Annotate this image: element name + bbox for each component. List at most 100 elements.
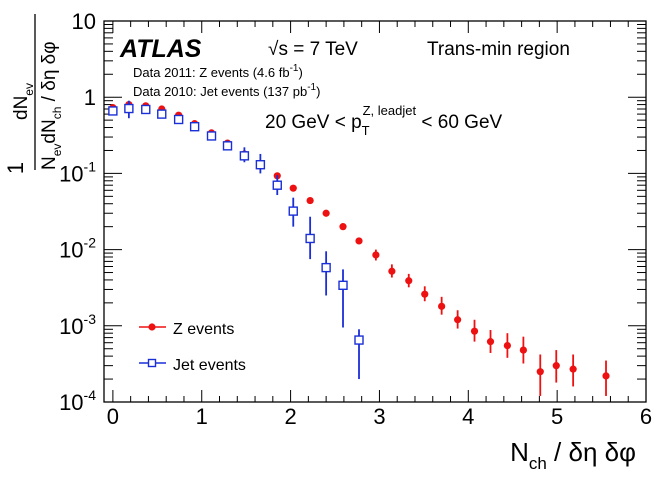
jet-event-point (305, 233, 315, 244)
cut-label-right: < 60 GeV (416, 112, 502, 133)
cut-label: 20 GeV < pT Z, leadjet < 60 GeV (265, 103, 503, 138)
x-axis-label-rest: / δη δφ (547, 437, 636, 467)
data-line-z-text: Data 2011: Z events (4.6 fb (133, 65, 290, 80)
legend: Z events Jet events (139, 321, 246, 374)
region-label: Trans-min region (427, 39, 570, 60)
x-tick-label: 3 (373, 404, 385, 429)
y-axis-label: 1 dNev NevdNch / δη δφ (3, 14, 64, 174)
y-tick-base: 10 (59, 314, 83, 339)
jet-event-point (108, 106, 118, 116)
x-tick-label: 5 (551, 404, 563, 429)
jet-event-point (255, 160, 266, 170)
y-tick-label: 1 (84, 85, 96, 110)
z-event-point (388, 267, 396, 275)
z-event-point (421, 290, 429, 298)
y-axis-denominator: NevdNch / δη δφ (39, 41, 64, 170)
y-tick-exponent: -1 (84, 158, 97, 174)
jet-event-point (141, 104, 151, 115)
y-axis-den-rest: / δη δφ (39, 41, 60, 106)
y-axis-den2-sub: ch (50, 107, 64, 120)
energy-label: √s = 7 TeV (268, 39, 358, 60)
x-axis-label-sub: ch (529, 454, 547, 473)
jet-event-point (124, 103, 134, 114)
z-event-point (454, 316, 462, 324)
legend-z-marker (148, 323, 156, 331)
jet-event-point (239, 151, 250, 161)
atlas-label: ATLAS (119, 35, 202, 63)
z-event-point (519, 346, 527, 354)
x-axis-label-main: N (510, 437, 529, 467)
y-axis-den1-sub: ev (50, 144, 64, 157)
jet-event-point (354, 335, 364, 345)
y-tick-exponent: -4 (84, 387, 97, 403)
x-tick-label: 6 (640, 404, 652, 429)
jet-event-point (272, 180, 282, 190)
data-line-jet: Data 2010: Jet events (137 pb-1) (133, 82, 320, 99)
jet-event-point (321, 262, 331, 273)
y-tick-base: 10 (72, 9, 96, 34)
x-axis-label: Nch / δη δφ (510, 437, 636, 473)
x-tick-label: 1 (196, 404, 208, 429)
energy-root-sign: √ (268, 39, 279, 60)
jet-event-point (189, 122, 200, 132)
y-tick-base: 10 (59, 161, 83, 186)
series-layer (108, 100, 610, 396)
data-line-jet-close: ) (316, 84, 320, 99)
y-axis-num: dN (11, 96, 32, 120)
y-tick-base: 10 (59, 238, 83, 263)
data-line-jet-sup: -1 (307, 82, 316, 93)
jet-event-point (338, 280, 348, 291)
z-event-point (602, 372, 610, 380)
legend-jet-label: Jet events (173, 357, 246, 374)
jet-event-point (288, 206, 298, 216)
cut-label-left: 20 GeV < p (265, 112, 362, 133)
jet-events-series (108, 100, 364, 380)
z-event-point (569, 365, 577, 373)
y-axis-one: 1 (3, 162, 28, 174)
legend-z-label: Z events (173, 321, 234, 338)
y-tick-exponent: -2 (84, 235, 97, 251)
z-event-point (536, 368, 544, 376)
y-tick-base: 1 (84, 85, 96, 110)
z-event-point (372, 251, 380, 259)
x-tick-labels: 0 1 2 3 4 5 6 (107, 404, 652, 429)
y-tick-label: 10-3 (59, 311, 96, 339)
z-event-point (322, 209, 330, 217)
z-event-point (339, 223, 347, 231)
z-event-point (486, 338, 495, 346)
y-axis-num-sub: ev (22, 83, 36, 96)
y-tick-label: 10-1 (59, 158, 96, 186)
y-tick-label: 10-2 (59, 235, 96, 263)
energy-value: s = 7 TeV (278, 39, 358, 60)
y-axis-den1: N (39, 156, 60, 170)
z-event-point (470, 327, 479, 335)
cut-label-sub: T (362, 123, 370, 138)
y-axis-den2: dN (39, 119, 60, 143)
axis-ticks (104, 20, 647, 403)
y-tick-label: 10 (72, 9, 96, 34)
z-event-point (306, 196, 314, 205)
data-line-jet-text: Data 2010: Jet events (137 pb (133, 84, 307, 99)
jet-event-point (206, 131, 217, 141)
plot-frame (103, 20, 647, 403)
z-event-point (355, 237, 363, 245)
jet-event-point (157, 109, 167, 119)
jet-event-point (222, 141, 233, 151)
z-event-point (438, 302, 446, 310)
y-tick-base: 10 (59, 390, 83, 415)
jet-event-point (173, 114, 184, 125)
y-tick-exponent: -3 (84, 311, 97, 327)
data-line-z: Data 2011: Z events (4.6 fb-1) (133, 63, 303, 80)
data-line-z-close: ) (298, 65, 302, 80)
x-tick-label: 4 (462, 404, 474, 429)
z-event-point (289, 184, 297, 192)
x-tick-label: 2 (284, 404, 296, 429)
legend-jet-marker (147, 358, 157, 368)
y-axis-numerator: dNev (11, 83, 36, 120)
x-tick-label: 0 (107, 404, 119, 429)
y-tick-label: 10-4 (59, 387, 96, 415)
z-event-point (405, 277, 413, 285)
data-line-z-sup: -1 (290, 63, 299, 74)
